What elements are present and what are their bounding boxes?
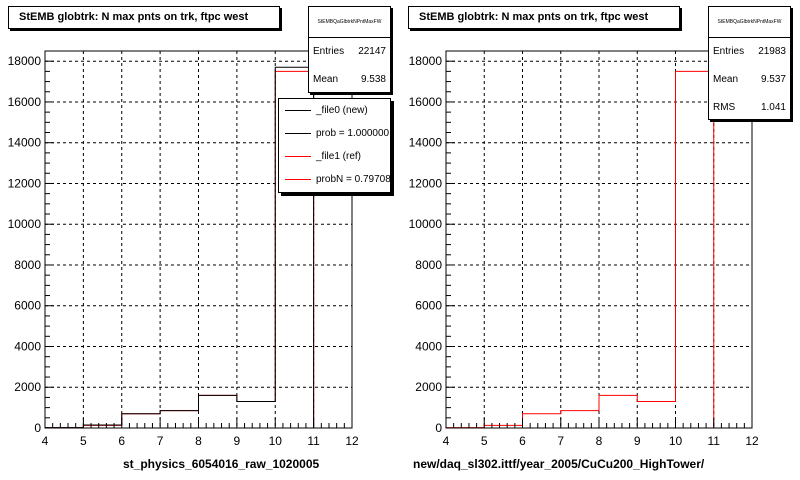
- panel-0-stats-row: Mean 9.538: [309, 66, 390, 94]
- panel-1-stats-label: Mean: [713, 74, 739, 85]
- panel-0-stats-value: 9.538: [360, 74, 386, 85]
- y-tick-label: 14000: [8, 136, 42, 150]
- x-tick-label: 5: [80, 434, 87, 448]
- y-tick-label: 18000: [409, 54, 443, 68]
- y-tick-label: 2000: [14, 380, 41, 394]
- legend-label: prob = 1.000000: [316, 128, 390, 139]
- panel-1-stats-value: 1.041: [760, 102, 786, 113]
- panel-0-stats-value: 22147: [358, 46, 386, 57]
- legend-line-marker: [285, 156, 311, 157]
- x-tick-label: 4: [42, 434, 49, 448]
- panel-1-stats-row: Entries 21983: [709, 38, 790, 66]
- panel-1-stats-name: StEMBQaGlbtrkNPntMaxFW: [709, 7, 790, 38]
- legend-label: probN = 0.797085: [316, 174, 391, 185]
- y-tick-label: 10000: [409, 217, 443, 231]
- y-tick-label: 12000: [409, 176, 443, 190]
- panel-0-stats-label: Entries: [313, 46, 345, 57]
- y-tick-label: 8000: [415, 258, 442, 272]
- panel-1-stats-label: Entries: [713, 46, 745, 57]
- y-tick-label: 4000: [415, 339, 442, 353]
- panel-1-stats-box: StEMBQaGlbtrkNPntMaxFW Entries 21983 Mea…: [708, 6, 791, 120]
- y-tick-label: 16000: [8, 95, 42, 109]
- y-tick-label: 4000: [14, 339, 41, 353]
- legend-entry: prob = 1.000000: [279, 122, 390, 145]
- x-tick-label: 6: [519, 434, 526, 448]
- legend-entry: _file0 (new): [279, 99, 390, 122]
- panel-1-stats-value: 9.537: [760, 74, 786, 85]
- x-tick-label: 4: [443, 434, 450, 448]
- panel-1-stats-label: RMS: [713, 102, 736, 113]
- y-tick-label: 0: [34, 421, 41, 435]
- y-tick-label: 8000: [14, 258, 41, 272]
- panel-1-stats-row: RMS 1.041: [709, 94, 790, 122]
- legend-label: _file1 (ref): [316, 151, 362, 162]
- y-tick-label: 16000: [409, 95, 443, 109]
- panel-0-legend: _file0 (new) prob = 1.000000 _file1 (ref…: [278, 98, 391, 193]
- x-tick-label: 11: [307, 434, 320, 448]
- y-tick-label: 0: [435, 421, 442, 435]
- y-tick-label: 2000: [415, 380, 442, 394]
- legend-label: _file0 (new): [316, 105, 368, 116]
- legend-line-marker: [285, 110, 311, 111]
- legend-entry: _file1 (ref): [279, 145, 390, 168]
- panel-1-stats-row: Mean 9.537: [709, 66, 790, 94]
- x-tick-label: 10: [669, 434, 683, 448]
- x-tick-label: 10: [269, 434, 283, 448]
- x-tick-label: 5: [481, 434, 488, 448]
- y-tick-label: 6000: [14, 299, 41, 313]
- y-tick-label: 12000: [8, 176, 42, 190]
- panel-1-title: StEMB globtrk: N max pnts on trk, ftpc w…: [408, 6, 680, 29]
- y-tick-label: 18000: [8, 54, 42, 68]
- legend-line-marker: [285, 133, 311, 134]
- x-tick-label: 12: [745, 434, 759, 448]
- panel-0-title: StEMB globtrk: N max pnts on trk, ftpc w…: [8, 6, 280, 29]
- legend-line-marker: [285, 179, 311, 180]
- x-tick-label: 9: [634, 434, 641, 448]
- y-tick-label: 10000: [8, 217, 42, 231]
- panel-0-stats-label: Mean: [313, 74, 339, 85]
- panel-0-stats-name: StEMBQaGlbtrkNPntMaxFW: [309, 7, 390, 38]
- x-tick-label: 6: [118, 434, 125, 448]
- panel-1-stats-value: 21983: [758, 46, 786, 57]
- histogram-series-line: [45, 66, 352, 429]
- x-tick-label: 7: [157, 434, 164, 448]
- x-tick-label: 11: [708, 434, 721, 448]
- panel-0-footer: st_physics_6054016_raw_1020005: [123, 457, 320, 471]
- x-tick-label: 7: [557, 434, 564, 448]
- y-tick-label: 14000: [409, 136, 443, 150]
- x-tick-label: 12: [345, 434, 359, 448]
- panel-0-stats-box: StEMBQaGlbtrkNPntMaxFW Entries 22147 Mea…: [308, 6, 391, 93]
- x-tick-label: 8: [596, 434, 603, 448]
- panel-1-footer: new/daq_sl302.ittf/year_2005/CuCu200_Hig…: [413, 457, 705, 471]
- panel-0-stats-row: Entries 22147: [309, 38, 390, 66]
- y-tick-label: 6000: [415, 299, 442, 313]
- x-tick-label: 8: [195, 434, 202, 448]
- histogram-series-line: [446, 70, 752, 429]
- legend-entry: probN = 0.797085: [279, 168, 390, 191]
- x-tick-label: 9: [234, 434, 241, 448]
